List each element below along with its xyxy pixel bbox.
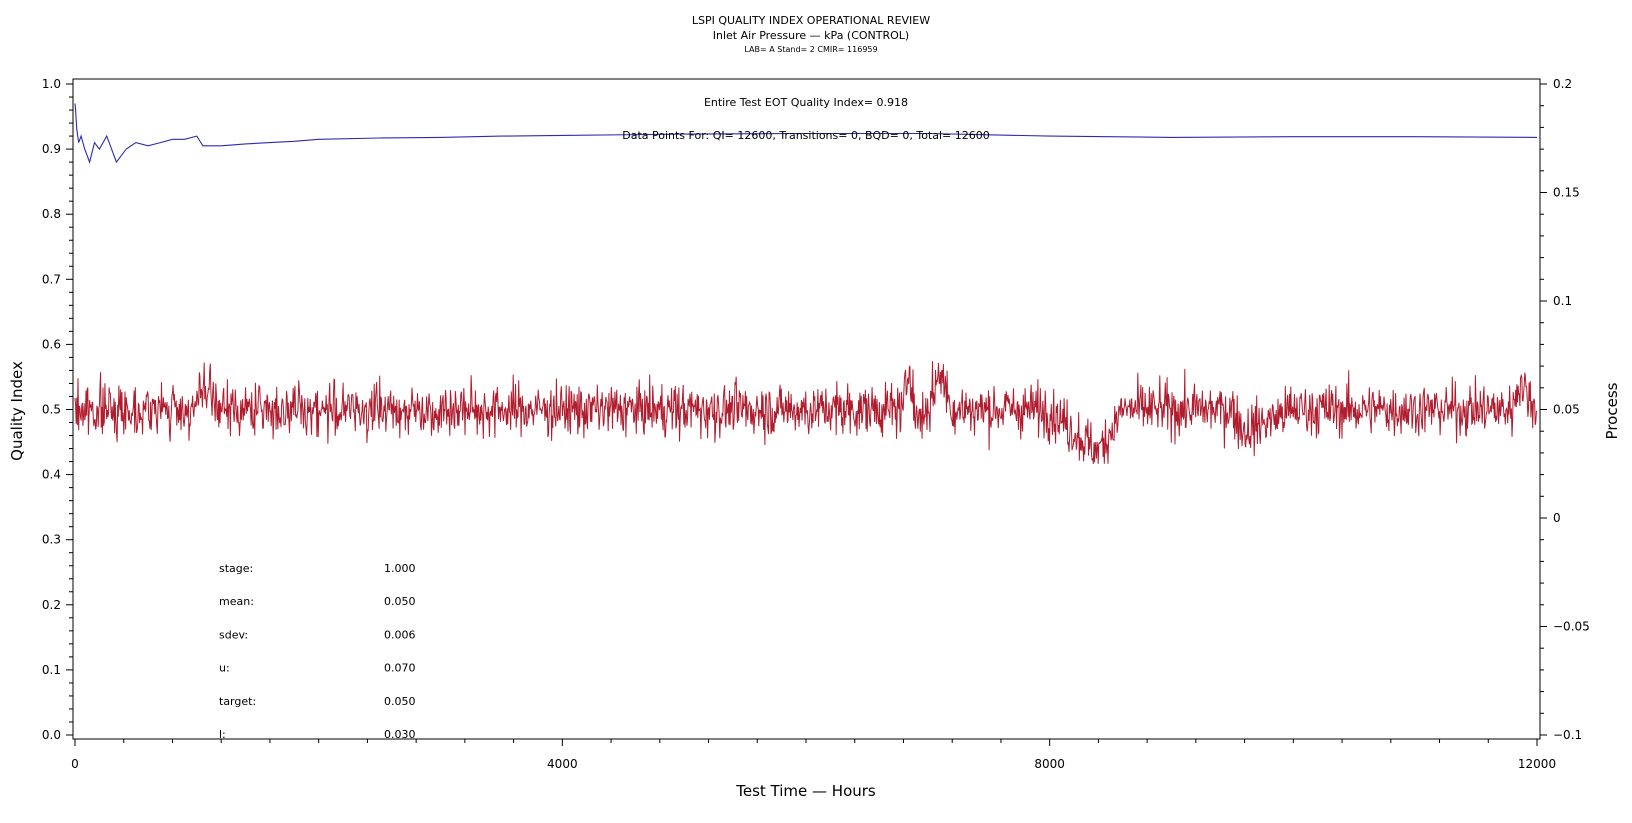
y-left-tick-label: 0.5 bbox=[42, 403, 61, 417]
stat-value: 0.070 bbox=[384, 662, 416, 675]
y-axis-left-label: Quality Index bbox=[8, 361, 26, 461]
process-line bbox=[74, 361, 1538, 464]
y-left-tick-label: 0.6 bbox=[42, 337, 61, 351]
y-right-tick-label: 0.05 bbox=[1553, 403, 1580, 417]
y-left-tick-label: 1.0 bbox=[42, 77, 61, 91]
chart-info-line: LAB= A Stand= 2 CMIR= 116959 bbox=[744, 45, 877, 54]
x-tick-label: 0 bbox=[71, 757, 79, 771]
stats-block: stage: 1.000 mean: 0.050 sdev: 0.006 u: 0.070 ta… bbox=[219, 562, 416, 741]
stat-value: 0.050 bbox=[384, 595, 416, 608]
y-left-tick-label: 0.0 bbox=[42, 728, 61, 742]
y-right-tick-label: 0.1 bbox=[1553, 294, 1572, 308]
y-left-tick-label: 0.9 bbox=[42, 142, 61, 156]
y-left-tick-label: 0.2 bbox=[42, 598, 61, 612]
stat-label: stage: bbox=[219, 562, 253, 575]
x-tick-label: 12000 bbox=[1518, 757, 1556, 771]
y-left-tick-label: 0.4 bbox=[42, 468, 61, 482]
stat-label: target: bbox=[219, 695, 256, 708]
stat-label: sdev: bbox=[219, 628, 248, 641]
stat-value: 0.030 bbox=[384, 728, 416, 741]
quality-index-line bbox=[74, 103, 1538, 164]
y-left-tick-label: 0.1 bbox=[42, 663, 61, 677]
stat-label: mean: bbox=[219, 595, 254, 608]
process-series bbox=[74, 361, 1538, 464]
y-left-tick-label: 0.8 bbox=[42, 207, 61, 221]
y-right-tick-label: 0.2 bbox=[1553, 77, 1572, 91]
y-right-tick-label: 0.15 bbox=[1553, 186, 1580, 200]
y-right-tick-label: 0 bbox=[1553, 511, 1561, 525]
x-tick-label: 4000 bbox=[547, 757, 578, 771]
y-right-tick-label: −0.05 bbox=[1553, 620, 1590, 634]
stat-value: 1.000 bbox=[384, 562, 416, 575]
y-right-tick-label: −0.1 bbox=[1553, 728, 1582, 742]
y-axis-right-label: Process bbox=[1603, 382, 1621, 439]
stat-value: 0.050 bbox=[384, 695, 416, 708]
stat-label: u: bbox=[219, 662, 230, 675]
quality-index-series bbox=[74, 103, 1538, 164]
y-left-tick-label: 0.7 bbox=[42, 272, 61, 286]
chart-title: LSPI QUALITY INDEX OPERATIONAL REVIEW bbox=[692, 14, 930, 27]
stat-value: 0.006 bbox=[384, 628, 416, 641]
data-points-annotation: Data Points For: QI= 12600, Transitions=… bbox=[622, 129, 990, 142]
x-tick-label: 8000 bbox=[1034, 757, 1065, 771]
tick-group: 0.0 0.1 0.2 0.3 0.4 0.5 0.6 0.7 0.8 0.9 1.0 −0.1 −0.… bbox=[42, 77, 1590, 771]
eot-quality-annotation: Entire Test EOT Quality Index= 0.918 bbox=[704, 96, 908, 109]
y-left-tick-label: 0.3 bbox=[42, 533, 61, 547]
x-axis-label: Test Time — Hours bbox=[735, 782, 876, 800]
chart-subtitle: Inlet Air Pressure — kPa (CONTROL) bbox=[713, 29, 909, 42]
stat-label: l: bbox=[219, 728, 226, 741]
